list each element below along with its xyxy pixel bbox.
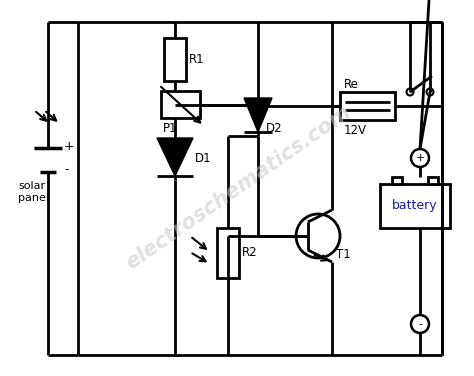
- Circle shape: [411, 149, 429, 167]
- Text: panel: panel: [18, 193, 49, 203]
- Text: electroschematics.com: electroschematics.com: [121, 102, 355, 274]
- Text: P1: P1: [163, 123, 177, 135]
- Circle shape: [296, 214, 340, 258]
- Text: -: -: [64, 164, 69, 176]
- Polygon shape: [244, 98, 272, 132]
- Bar: [164, 38, 186, 81]
- Text: D2: D2: [266, 121, 283, 135]
- Bar: [340, 92, 395, 120]
- Circle shape: [411, 315, 429, 333]
- Text: R1: R1: [189, 53, 205, 66]
- Text: solar: solar: [18, 181, 45, 191]
- Bar: [392, 177, 402, 184]
- Circle shape: [407, 88, 413, 96]
- Bar: [380, 184, 450, 228]
- Text: R2: R2: [242, 247, 258, 259]
- Text: +: +: [415, 153, 425, 163]
- Text: Re: Re: [344, 79, 359, 91]
- Bar: [161, 91, 200, 118]
- Polygon shape: [157, 138, 193, 176]
- Text: battery: battery: [392, 200, 438, 212]
- Text: +: +: [64, 139, 74, 153]
- Text: D1: D1: [195, 153, 211, 165]
- Text: 12V: 12V: [344, 123, 367, 136]
- Circle shape: [427, 88, 434, 96]
- Text: -: -: [418, 319, 422, 329]
- Bar: [217, 228, 239, 278]
- Text: T1: T1: [336, 247, 351, 261]
- Bar: [428, 177, 438, 184]
